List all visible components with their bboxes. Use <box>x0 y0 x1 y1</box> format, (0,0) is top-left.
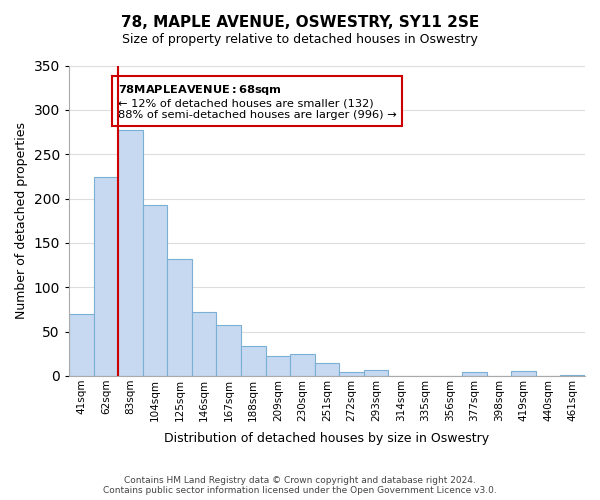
Text: Size of property relative to detached houses in Oswestry: Size of property relative to detached ho… <box>122 32 478 46</box>
Bar <box>290 354 314 376</box>
Bar <box>118 130 143 376</box>
Bar <box>511 370 536 376</box>
Bar <box>94 178 118 376</box>
Bar <box>339 372 364 376</box>
Bar <box>69 314 94 376</box>
Text: $\bf{78 MAPLE AVENUE: 68sqm}$
← 12% of detached houses are smaller (132)
88% of : $\bf{78 MAPLE AVENUE: 68sqm}$ ← 12% of d… <box>118 83 397 120</box>
Bar <box>167 259 192 376</box>
Bar <box>143 205 167 376</box>
Bar <box>364 370 388 376</box>
Bar <box>241 346 266 376</box>
Bar <box>462 372 487 376</box>
Bar <box>217 324 241 376</box>
Text: Contains HM Land Registry data © Crown copyright and database right 2024.
Contai: Contains HM Land Registry data © Crown c… <box>103 476 497 495</box>
Bar <box>560 375 585 376</box>
Bar <box>266 356 290 376</box>
Bar <box>314 362 339 376</box>
Bar <box>192 312 217 376</box>
X-axis label: Distribution of detached houses by size in Oswestry: Distribution of detached houses by size … <box>164 432 490 445</box>
Y-axis label: Number of detached properties: Number of detached properties <box>15 122 28 319</box>
Text: 78, MAPLE AVENUE, OSWESTRY, SY11 2SE: 78, MAPLE AVENUE, OSWESTRY, SY11 2SE <box>121 15 479 30</box>
